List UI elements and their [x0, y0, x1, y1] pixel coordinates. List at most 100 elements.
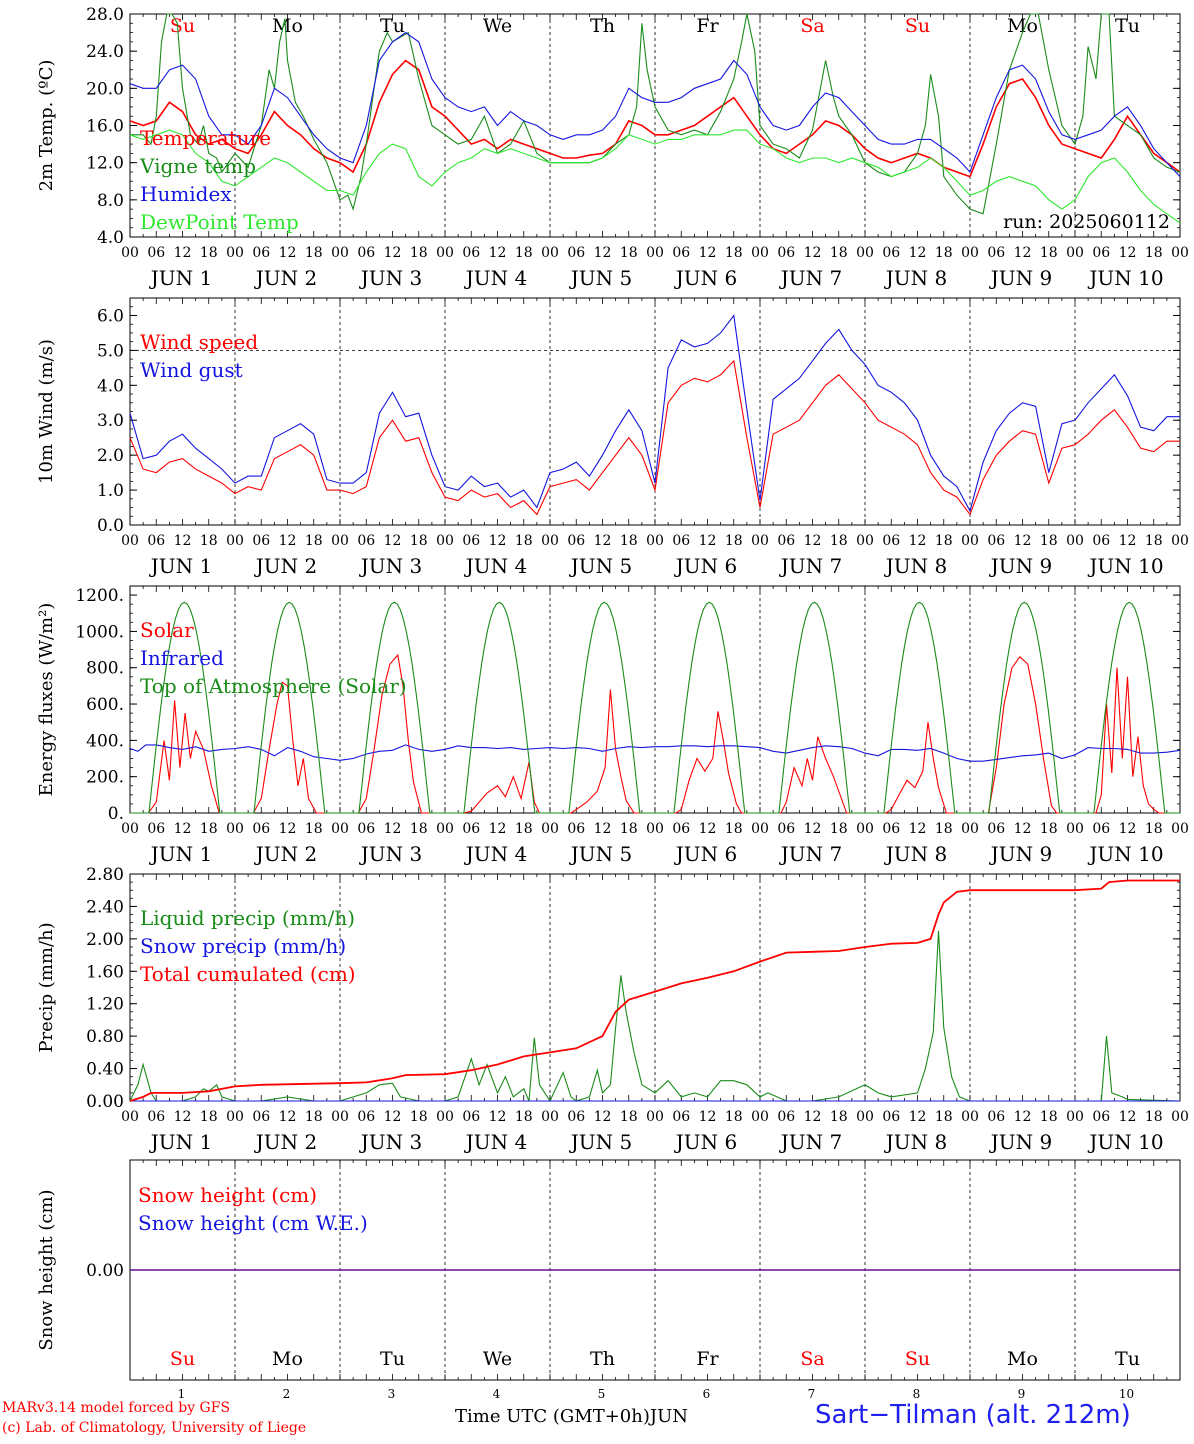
energy-day-label: JUN 1 [149, 842, 212, 866]
precip-hour-label: 06 [357, 1109, 375, 1125]
temperature-legend-label: Humidex [140, 182, 232, 206]
precip-hour-label: 12 [909, 1109, 927, 1125]
temperature-day-label: JUN 9 [989, 266, 1052, 290]
wind-hour-label: 00 [121, 533, 139, 549]
precip-hour-label: 00 [331, 1109, 349, 1125]
wind-day-label: JUN 10 [1087, 554, 1163, 578]
precip-day-label: JUN 9 [989, 1130, 1052, 1154]
precip-day-label: JUN 5 [569, 1130, 632, 1154]
energy-hour-label: 00 [646, 821, 664, 837]
temperature-hour-label: 00 [961, 245, 979, 261]
energy-series-line [129, 744, 1181, 762]
temperature-hour-label: 00 [436, 245, 454, 261]
energy-hour-label: 00 [856, 821, 874, 837]
snow-weekday-label: Tu [1115, 1348, 1140, 1370]
precip-day-label: JUN 10 [1087, 1130, 1163, 1154]
energy-day-label: JUN 8 [884, 842, 947, 866]
wind-hour-label: 06 [567, 533, 585, 549]
wind-hour-label: 00 [1066, 533, 1084, 549]
energy-hour-label: 06 [252, 821, 270, 837]
energy-hour-label: 12 [804, 821, 822, 837]
precip-legend-label: Total cumulated (cm) [140, 962, 356, 986]
snow-panel: 0.00 Snow height (cm) Snow height (cm) Snow… [36, 1159, 1181, 1401]
wind-hour-label: 12 [174, 533, 192, 549]
wind-hour-label: 06 [987, 533, 1005, 549]
precip-hour-label: 06 [567, 1109, 585, 1125]
precip-y-tick-label: 2.40 [86, 897, 124, 917]
temperature-hour-label: 06 [1092, 245, 1110, 261]
energy-day-label: JUN 5 [569, 842, 632, 866]
energy-hour-label: 12 [699, 821, 717, 837]
wind-series-line [129, 314, 1180, 513]
energy-y-tick-label: 1200. [75, 586, 124, 606]
wind-hour-label: 18 [830, 533, 848, 549]
energy-hour-label: 12 [1014, 821, 1032, 837]
precip-hour-label: 12 [804, 1109, 822, 1125]
weekday-label: Mo [272, 15, 303, 37]
snow-weekday-label: Th [590, 1348, 615, 1370]
snow-y-tick-label: 0.00 [86, 1261, 124, 1281]
wind-day-label: JUN 3 [359, 554, 422, 578]
temperature-hour-label: 06 [777, 245, 795, 261]
temperature-hour-label: 18 [1040, 245, 1058, 261]
temperature-hour-label: 12 [594, 245, 612, 261]
energy-hour-label: 06 [567, 821, 585, 837]
precip-hour-label: 00 [856, 1109, 874, 1125]
energy-hour-label: 18 [620, 821, 638, 837]
energy-y-axis-title: Energy fluxes (W/m²) [36, 603, 57, 797]
wind-hour-label: 06 [147, 533, 165, 549]
wind-hour-label: 18 [935, 533, 953, 549]
temperature-hour-label: 06 [357, 245, 375, 261]
temperature-hour-label: 00 [856, 245, 874, 261]
energy-hour-label: 12 [1119, 821, 1137, 837]
snow-day-number: 1 [178, 1387, 186, 1401]
temperature-hour-label: 00 [331, 245, 349, 261]
wind-hour-label: 06 [357, 533, 375, 549]
wind-hour-label: 00 [226, 533, 244, 549]
wind-hour-label: 12 [279, 533, 297, 549]
precip-hour-label: 00 [751, 1109, 769, 1125]
wind-hour-label: 00 [961, 533, 979, 549]
temperature-day-label: JUN 7 [779, 266, 842, 290]
temperature-y-tick-label: 8.0 [97, 191, 124, 211]
temperature-hour-label: 06 [882, 245, 900, 261]
temperature-hour-label: 18 [620, 245, 638, 261]
precip-hour-label: 00 [1066, 1109, 1084, 1125]
temperature-hour-label: 12 [909, 245, 927, 261]
temperature-hour-label: 12 [1014, 245, 1032, 261]
snow-day-number: 7 [808, 1387, 816, 1401]
wind-hour-label: 06 [462, 533, 480, 549]
precip-day-label: JUN 1 [149, 1130, 212, 1154]
energy-series-line [130, 601, 1180, 814]
energy-hour-label: 12 [174, 821, 192, 837]
precip-hour-label: 06 [987, 1109, 1005, 1125]
temperature-hour-label: 06 [147, 245, 165, 261]
energy-day-label: JUN 4 [464, 842, 527, 866]
temperature-hour-label: 18 [935, 245, 953, 261]
precip-hour-label: 12 [384, 1109, 402, 1125]
precip-hour-label: 12 [279, 1109, 297, 1125]
wind-y-tick-label: 1.0 [97, 481, 124, 501]
temperature-hour-label: 18 [830, 245, 848, 261]
wind-hour-label: 12 [384, 533, 402, 549]
wind-hour-label: 00 [436, 533, 454, 549]
wind-day-label: JUN 5 [569, 554, 632, 578]
precip-hour-label: 00 [121, 1109, 139, 1125]
temperature-hour-label: 12 [279, 245, 297, 261]
energy-hour-label: 18 [1145, 821, 1163, 837]
temperature-legend-label: Temperature [140, 126, 271, 150]
time-label: Time UTC (GMT+0h) [455, 1406, 650, 1427]
precip-y-tick-label: 2.80 [86, 865, 124, 885]
wind-y-tick-label: 4.0 [97, 376, 124, 396]
wind-hour-label: 18 [725, 533, 743, 549]
weekday-label: Tu [380, 15, 405, 37]
temperature-legend-label: Vigne temp [139, 154, 256, 178]
precip-hour-label: 06 [1092, 1109, 1110, 1125]
temperature-series-line [130, 13, 1181, 215]
temperature-hour-label: 18 [410, 245, 428, 261]
wind-y-tick-label: 6.0 [97, 306, 124, 326]
precip-hour-label: 18 [1040, 1109, 1058, 1125]
month-label: JUN [649, 1406, 689, 1427]
